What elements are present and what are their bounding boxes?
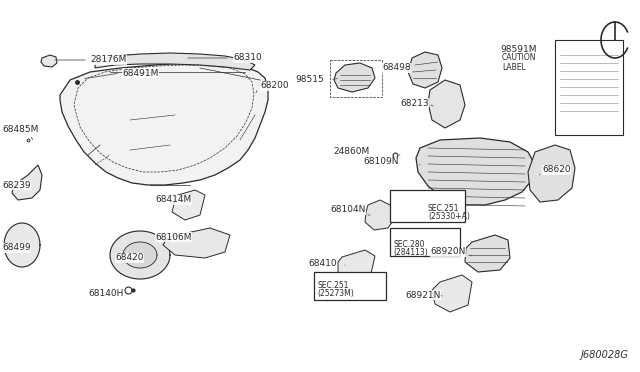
Text: 68106M: 68106M [155,232,191,241]
Polygon shape [60,63,268,185]
Polygon shape [432,275,472,312]
Text: 68140H: 68140H [88,289,124,298]
Polygon shape [123,242,157,268]
Polygon shape [41,55,57,67]
Text: 68921N: 68921N [405,291,440,299]
Text: 68620: 68620 [542,166,571,174]
Text: J680028G: J680028G [580,350,628,360]
Text: (25273M): (25273M) [317,289,354,298]
Polygon shape [365,200,395,230]
Text: 68485M: 68485M [2,125,38,135]
Text: 68920N: 68920N [430,247,465,257]
Polygon shape [338,250,375,283]
Polygon shape [416,138,535,205]
Text: 24860M: 24860M [333,148,369,157]
Text: LABEL: LABEL [502,63,525,72]
Text: 68499: 68499 [2,244,31,253]
Polygon shape [172,190,205,220]
Text: (25330+A): (25330+A) [428,212,470,221]
Text: 68498: 68498 [382,64,411,73]
Text: 98515: 98515 [295,76,324,84]
FancyBboxPatch shape [390,228,460,256]
Text: 68200: 68200 [260,81,289,90]
Text: CAUTION: CAUTION [502,53,536,62]
Text: 68109N: 68109N [363,157,399,167]
Text: SEC.251: SEC.251 [317,281,349,290]
Polygon shape [12,165,42,200]
Text: 98591M: 98591M [500,45,536,55]
Text: 68239: 68239 [2,180,31,189]
Text: 68420: 68420 [115,253,143,263]
Text: 68414M: 68414M [155,196,191,205]
Polygon shape [428,80,465,128]
FancyBboxPatch shape [314,272,386,300]
Text: (284113): (284113) [393,248,428,257]
Text: 28176M: 28176M [90,55,126,64]
Polygon shape [163,228,230,258]
Polygon shape [334,63,375,92]
Text: 68310: 68310 [233,54,262,62]
Polygon shape [110,231,170,279]
FancyBboxPatch shape [390,190,465,222]
Polygon shape [408,52,442,88]
Text: 68104N: 68104N [330,205,365,215]
Polygon shape [465,235,510,272]
Polygon shape [4,223,40,267]
FancyBboxPatch shape [555,40,623,135]
Polygon shape [528,145,575,202]
Text: 68410: 68410 [308,259,337,267]
Text: SEC.280: SEC.280 [393,240,424,249]
Text: SEC.251: SEC.251 [428,204,460,213]
Polygon shape [95,53,255,70]
Text: 68213: 68213 [400,99,429,108]
Text: 68491M: 68491M [122,68,158,77]
